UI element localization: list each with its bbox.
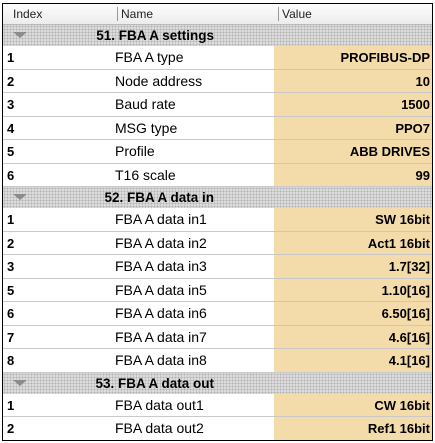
parameter-row[interactable]: 4 MSG type PPO7: [3, 116, 432, 140]
row-divider: [3, 439, 432, 440]
row-divider: [3, 68, 432, 70]
row-index: 6: [7, 167, 15, 183]
parameter-row[interactable]: 8 FBA A data in8 4.1[16]: [3, 349, 432, 373]
parameter-name: FBA A data in2: [115, 234, 207, 251]
parameter-row[interactable]: 7 FBA A data in7 4.6[16]: [3, 325, 432, 349]
group-title: 52. FBA A data in: [104, 190, 214, 205]
column-header-name[interactable]: Name: [121, 7, 154, 21]
parameter-row[interactable]: 1 FBA A type PROFIBUS-DP: [3, 46, 432, 70]
row-index: 2: [7, 73, 15, 89]
row-index: 8: [7, 353, 15, 368]
parameter-value-field[interactable]: 1.7[32]: [274, 255, 432, 279]
row-divider: [3, 139, 432, 140]
parameter-name: MSG type: [115, 119, 178, 136]
column-header: Index Name Value: [3, 4, 432, 25]
row-divider: [3, 162, 432, 164]
parameter-row[interactable]: 2 FBA data out2 Ref1 16bit: [3, 417, 432, 440]
row-index: 1: [7, 212, 15, 227]
row-index: 3: [7, 259, 15, 274]
row-divider: [3, 416, 432, 417]
row-divider: [3, 348, 432, 349]
parameter-value-field[interactable]: Ref1 16bit: [274, 417, 432, 440]
parameter-value-field[interactable]: ABB DRIVES: [274, 140, 432, 164]
collapse-triangle-icon[interactable]: [13, 194, 27, 200]
parameter-value-field[interactable]: SW 16bit: [274, 208, 432, 232]
parameter-name: FBA A data in3: [115, 258, 207, 274]
group-title: 53. FBA A data out: [95, 375, 214, 391]
collapse-triangle-icon[interactable]: [13, 379, 27, 386]
parameter-row[interactable]: 2 FBA A data in2 Act1 16bit: [3, 231, 432, 255]
parameter-value-field[interactable]: 4.1[16]: [274, 349, 432, 373]
group-title: 51. FBA A settings: [96, 28, 214, 43]
parameter-name: FBA A data in6: [115, 305, 207, 321]
collapse-triangle-icon[interactable]: [13, 32, 27, 38]
row-index: 7: [7, 329, 15, 345]
parameter-value-field[interactable]: 99: [274, 163, 432, 187]
parameter-name: Profile: [115, 143, 155, 159]
parameter-row[interactable]: 6 T16 scale 99: [3, 163, 432, 187]
row-divider: [3, 230, 432, 232]
row-index: 1: [7, 397, 15, 413]
parameter-row[interactable]: 5 Profile ABB DRIVES: [3, 140, 432, 164]
parameter-value-field[interactable]: PPO7: [274, 116, 432, 140]
parameter-value-field[interactable]: 1500: [274, 93, 432, 117]
row-divider: [3, 92, 432, 93]
parameter-value-field[interactable]: 1.10[16]: [274, 278, 432, 302]
row-divider: [3, 371, 432, 373]
parameter-value-field[interactable]: 10: [274, 69, 432, 93]
row-index: 5: [7, 282, 15, 298]
column-header-value[interactable]: Value: [282, 7, 312, 21]
parameter-value-field[interactable]: CW 16bit: [274, 393, 432, 417]
row-divider: [3, 301, 432, 302]
parameter-name: T16 scale: [115, 166, 176, 183]
parameter-row[interactable]: 1 FBA A data in1 SW 16bit: [3, 208, 432, 232]
column-divider[interactable]: [117, 7, 118, 21]
parameter-name: FBA A type: [115, 49, 184, 65]
row-index: 2: [7, 421, 15, 436]
row-index: 2: [7, 235, 15, 251]
parameter-name: FBA A data in8: [115, 352, 207, 368]
parameter-name: Baud rate: [115, 96, 176, 112]
parameter-value-field[interactable]: 4.6[16]: [274, 325, 432, 349]
group-header[interactable]: 51. FBA A settings: [3, 25, 432, 46]
parameter-value-field[interactable]: Act1 16bit: [274, 231, 432, 255]
parameter-row[interactable]: 3 Baud rate 1500: [3, 93, 432, 117]
row-index: 3: [7, 97, 15, 112]
parameter-name: FBA A data in1: [115, 211, 207, 227]
row-index: 1: [7, 50, 15, 65]
row-index: 5: [7, 144, 15, 159]
parameter-row[interactable]: 3 FBA A data in3 1.7[32]: [3, 255, 432, 279]
parameter-value-field[interactable]: 6.50[16]: [274, 302, 432, 326]
row-divider: [3, 254, 432, 255]
column-header-index[interactable]: Index: [13, 7, 43, 21]
parameter-name: FBA A data in5: [115, 281, 207, 298]
parameter-row[interactable]: 6 FBA A data in6 6.50[16]: [3, 302, 432, 326]
row-index: 6: [7, 306, 15, 321]
row-divider: [3, 324, 432, 326]
column-divider[interactable]: [278, 7, 279, 21]
parameter-name: Node address: [115, 72, 203, 89]
parameter-value-field[interactable]: PROFIBUS-DP: [274, 46, 432, 70]
group-header[interactable]: 52. FBA A data in: [3, 187, 432, 208]
group-header[interactable]: 53. FBA A data out: [3, 372, 432, 394]
row-divider: [3, 277, 432, 279]
parameter-name: FBA A data in7: [115, 328, 207, 345]
row-divider: [3, 115, 432, 117]
parameter-row[interactable]: 2 Node address 10: [3, 69, 432, 93]
parameter-name: FBA data out1: [115, 396, 204, 413]
row-divider: [3, 186, 432, 187]
parameter-row[interactable]: 5 FBA A data in5 1.10[16]: [3, 278, 432, 302]
parameter-name: FBA data out2: [115, 420, 204, 436]
row-index: 4: [7, 120, 15, 136]
parameter-row[interactable]: 1 FBA data out1 CW 16bit: [3, 393, 432, 417]
parameter-grid: Index Name Value 51. FBA A settings 1 FBA …: [2, 3, 433, 441]
